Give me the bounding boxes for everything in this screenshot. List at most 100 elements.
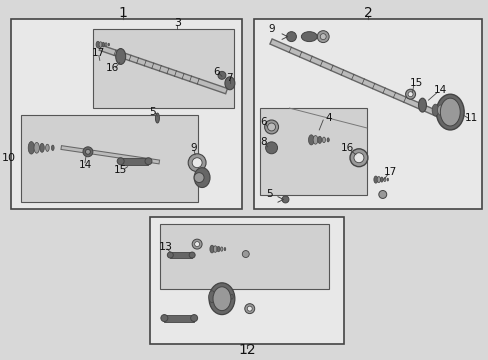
Circle shape [192,158,202,168]
Ellipse shape [442,106,447,114]
Ellipse shape [213,246,217,252]
Ellipse shape [194,168,210,188]
Circle shape [242,251,249,257]
Circle shape [407,92,412,97]
Text: 8: 8 [260,137,266,147]
Bar [11,19,241,210]
Ellipse shape [217,246,220,252]
Ellipse shape [224,293,228,300]
Circle shape [145,158,152,165]
Circle shape [244,304,254,314]
Text: 12: 12 [238,343,255,357]
Ellipse shape [99,42,102,48]
Circle shape [83,147,93,157]
Ellipse shape [219,293,224,301]
Circle shape [192,239,202,249]
Circle shape [405,89,415,99]
Ellipse shape [322,137,325,143]
Ellipse shape [34,143,40,153]
Text: 13: 13 [158,242,172,252]
Circle shape [190,315,197,321]
Circle shape [317,31,328,42]
Circle shape [378,190,386,198]
Text: 15: 15 [409,78,422,88]
Circle shape [194,173,203,183]
Ellipse shape [224,77,234,90]
Ellipse shape [224,248,225,251]
Circle shape [247,306,252,311]
Ellipse shape [105,43,107,46]
Ellipse shape [155,113,159,123]
Ellipse shape [214,292,219,302]
Ellipse shape [102,42,104,47]
Circle shape [320,33,325,40]
Circle shape [265,142,277,154]
Ellipse shape [453,108,456,112]
Text: 6: 6 [213,67,220,77]
Text: 7: 7 [226,73,233,83]
Ellipse shape [96,41,100,48]
Ellipse shape [373,176,377,183]
Text: 10: 10 [1,153,16,163]
Circle shape [188,154,205,172]
Ellipse shape [51,145,54,150]
Circle shape [167,252,173,258]
Text: 4: 4 [325,113,332,123]
Ellipse shape [312,136,317,144]
Ellipse shape [208,291,215,303]
Circle shape [349,149,367,167]
Text: 11: 11 [464,113,477,123]
Circle shape [117,158,124,165]
Text: 17: 17 [92,48,105,58]
Ellipse shape [431,104,438,116]
Text: 5: 5 [149,107,156,117]
Ellipse shape [380,177,383,182]
Text: 16: 16 [106,63,119,73]
Text: 15: 15 [114,165,127,175]
Bar [121,158,148,165]
Text: 17: 17 [383,167,397,177]
Circle shape [353,153,363,163]
Circle shape [189,252,195,258]
Ellipse shape [116,49,125,64]
Text: 3: 3 [173,18,181,28]
Bar [160,224,328,289]
Bar [93,29,233,108]
Ellipse shape [383,177,385,181]
Ellipse shape [418,98,426,112]
Circle shape [282,196,288,203]
Ellipse shape [437,105,442,115]
Ellipse shape [40,143,44,152]
Circle shape [161,315,167,321]
Ellipse shape [213,287,230,311]
Ellipse shape [28,141,34,154]
Text: 14: 14 [78,160,91,170]
Text: 9: 9 [268,24,274,34]
Ellipse shape [209,245,214,253]
Ellipse shape [440,98,459,126]
Bar [150,217,344,345]
Ellipse shape [386,178,388,181]
Ellipse shape [308,135,313,145]
Ellipse shape [376,176,380,183]
Text: 2: 2 [363,6,371,20]
Text: 5: 5 [266,189,272,199]
Ellipse shape [208,283,234,315]
Bar [21,115,198,202]
Circle shape [85,149,90,154]
Circle shape [194,242,199,247]
Circle shape [286,32,296,42]
Text: 6: 6 [260,117,266,127]
Bar [259,108,366,195]
Ellipse shape [108,43,109,46]
Ellipse shape [447,107,451,113]
Ellipse shape [230,294,233,299]
Bar [170,252,192,258]
Circle shape [218,71,225,79]
Text: 16: 16 [340,143,353,153]
Ellipse shape [435,94,463,130]
Text: 14: 14 [433,85,446,95]
Ellipse shape [301,32,317,42]
Ellipse shape [45,144,49,152]
Ellipse shape [220,247,223,251]
